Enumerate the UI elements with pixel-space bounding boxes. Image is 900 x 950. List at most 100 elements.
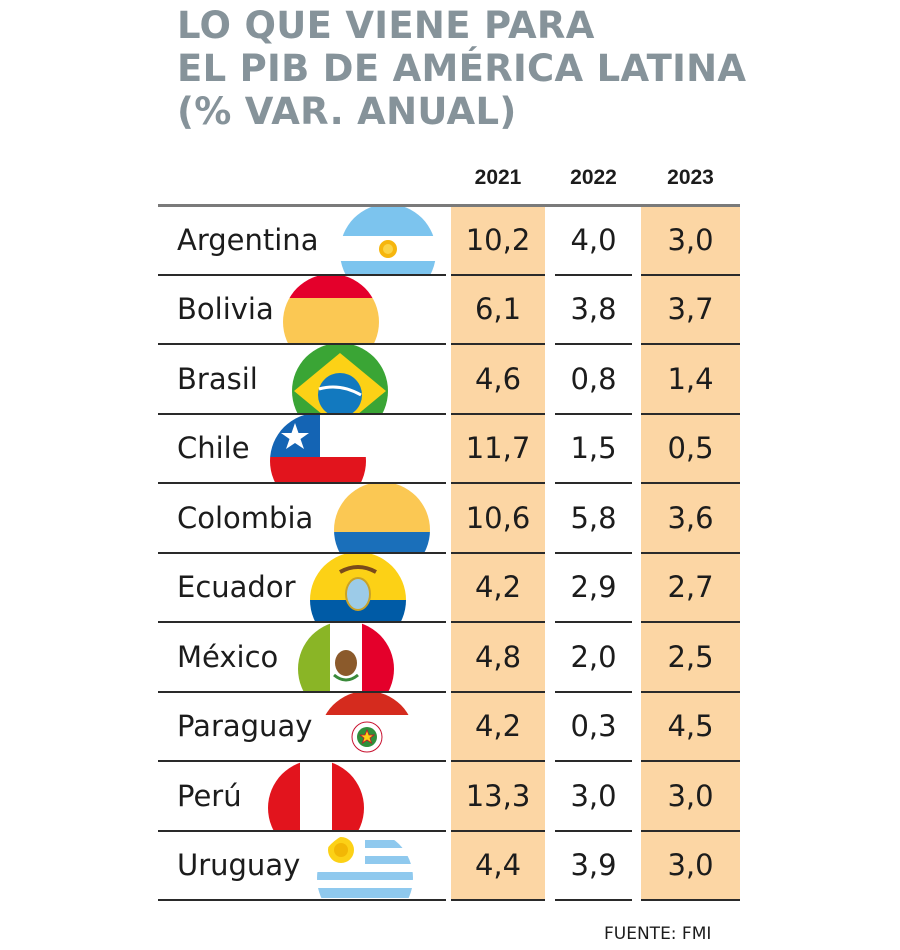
value-cell-2023: 3,0	[667, 778, 714, 813]
title-line-3: (% VAR. ANUAL)	[177, 90, 517, 133]
value-cell-2023: 3,6	[667, 500, 714, 535]
uruguay-flag-icon	[317, 831, 413, 901]
row-divider	[555, 482, 632, 484]
value-cell-2021: 13,3	[465, 778, 531, 813]
chile-flag-icon	[270, 414, 366, 484]
value-cell-2023: 1,4	[667, 361, 714, 396]
value-cell-2022: 5,8	[570, 500, 617, 535]
colombia-flag-icon	[334, 484, 430, 553]
value-cell-2022: 0,3	[570, 709, 617, 744]
peru-flag-icon	[268, 762, 364, 831]
row-divider	[451, 551, 545, 554]
row-divider	[451, 899, 545, 901]
row-divider	[158, 412, 446, 415]
value-cell-2023: 0,5	[667, 431, 714, 466]
row-divider	[158, 621, 446, 623]
row-divider	[158, 273, 446, 276]
value-cell-2022: 3,9	[570, 848, 617, 883]
value-cell-2021: 11,7	[465, 431, 531, 466]
column-highlight-2021	[451, 207, 545, 900]
row-divider	[158, 829, 446, 832]
value-cell-2021: 4,6	[474, 361, 522, 396]
value-cell-2022: 2,0	[570, 639, 617, 674]
value-cell-2023: 2,5	[667, 639, 714, 674]
country-label: Bolivia	[177, 292, 274, 327]
ecuador-flag-icon	[310, 553, 406, 623]
row-divider	[158, 899, 446, 901]
country-label: Argentina	[177, 222, 319, 257]
bolivia-flag-icon	[283, 275, 379, 345]
row-divider	[641, 829, 740, 832]
row-divider	[555, 551, 632, 554]
value-cell-2021: 4,2	[474, 709, 522, 744]
row-divider	[555, 899, 632, 901]
paraguay-flag-icon	[319, 692, 415, 762]
row-divider	[451, 760, 545, 762]
row-divider	[641, 690, 740, 693]
value-cell-2021: 4,8	[474, 639, 522, 674]
title-line-2: EL PIB DE AMÉRICA LATINA	[177, 47, 747, 90]
table-top-rule	[158, 204, 740, 207]
argentina-flag-icon	[340, 206, 436, 275]
column-header-2023: 2023	[667, 166, 714, 189]
row-divider	[451, 482, 545, 484]
column-highlight-2023	[641, 207, 740, 900]
row-divider	[641, 899, 740, 901]
row-divider	[641, 273, 740, 276]
country-label: Uruguay	[177, 848, 301, 883]
country-label: Ecuador	[177, 570, 296, 605]
row-divider	[641, 760, 740, 762]
row-divider	[158, 760, 446, 762]
row-divider	[641, 412, 740, 415]
value-cell-2022: 3,8	[570, 292, 617, 327]
row-divider	[158, 690, 446, 693]
country-label: Colombia	[177, 500, 314, 535]
row-divider	[641, 482, 740, 484]
row-divider	[451, 273, 545, 276]
value-cell-2021: 4,4	[474, 848, 522, 883]
country-label: Paraguay	[177, 709, 313, 744]
row-divider	[641, 551, 740, 554]
row-divider	[641, 621, 740, 623]
value-cell-2021: 10,2	[465, 222, 531, 257]
mexico-flag-icon	[298, 623, 394, 692]
value-cell-2022: 0,8	[570, 361, 617, 396]
row-divider	[555, 412, 632, 415]
country-label: Perú	[177, 778, 242, 813]
value-cell-2022: 1,5	[570, 431, 617, 466]
column-header-2022: 2022	[570, 166, 617, 189]
brazil-flag-icon	[292, 345, 388, 414]
row-divider	[451, 829, 545, 832]
country-label: Chile	[177, 431, 250, 466]
value-cell-2023: 3,7	[667, 292, 714, 327]
value-cell-2022: 2,9	[570, 570, 617, 605]
value-cell-2023: 2,7	[667, 570, 714, 605]
value-cell-2022: 4,0	[570, 222, 617, 257]
row-divider	[158, 343, 446, 345]
row-divider	[641, 343, 740, 345]
row-divider	[555, 760, 632, 762]
value-cell-2021: 6,1	[474, 292, 522, 327]
column-header-2021: 2021	[474, 166, 522, 189]
chart-title: LO QUE VIENE PARA EL PIB DE AMÉRICA LATI…	[177, 4, 746, 133]
title-line-1: LO QUE VIENE PARA	[177, 4, 595, 47]
row-divider	[451, 343, 545, 345]
row-divider	[555, 829, 632, 832]
value-cell-2022: 3,0	[570, 778, 617, 813]
row-divider	[555, 621, 632, 623]
value-cell-2021: 10,6	[465, 500, 531, 535]
value-cell-2023: 4,5	[667, 709, 714, 744]
source-note: FUENTE: FMI	[604, 924, 712, 944]
row-divider	[555, 273, 632, 276]
row-divider	[555, 690, 632, 693]
row-divider	[158, 551, 446, 554]
country-label: México	[177, 639, 279, 674]
row-divider	[451, 412, 545, 415]
value-cell-2021: 4,2	[474, 570, 522, 605]
value-cell-2023: 3,0	[667, 848, 714, 883]
row-divider	[451, 690, 545, 693]
row-divider	[451, 621, 545, 623]
row-divider	[158, 482, 446, 484]
value-cell-2023: 3,0	[667, 222, 714, 257]
row-divider	[555, 343, 632, 345]
